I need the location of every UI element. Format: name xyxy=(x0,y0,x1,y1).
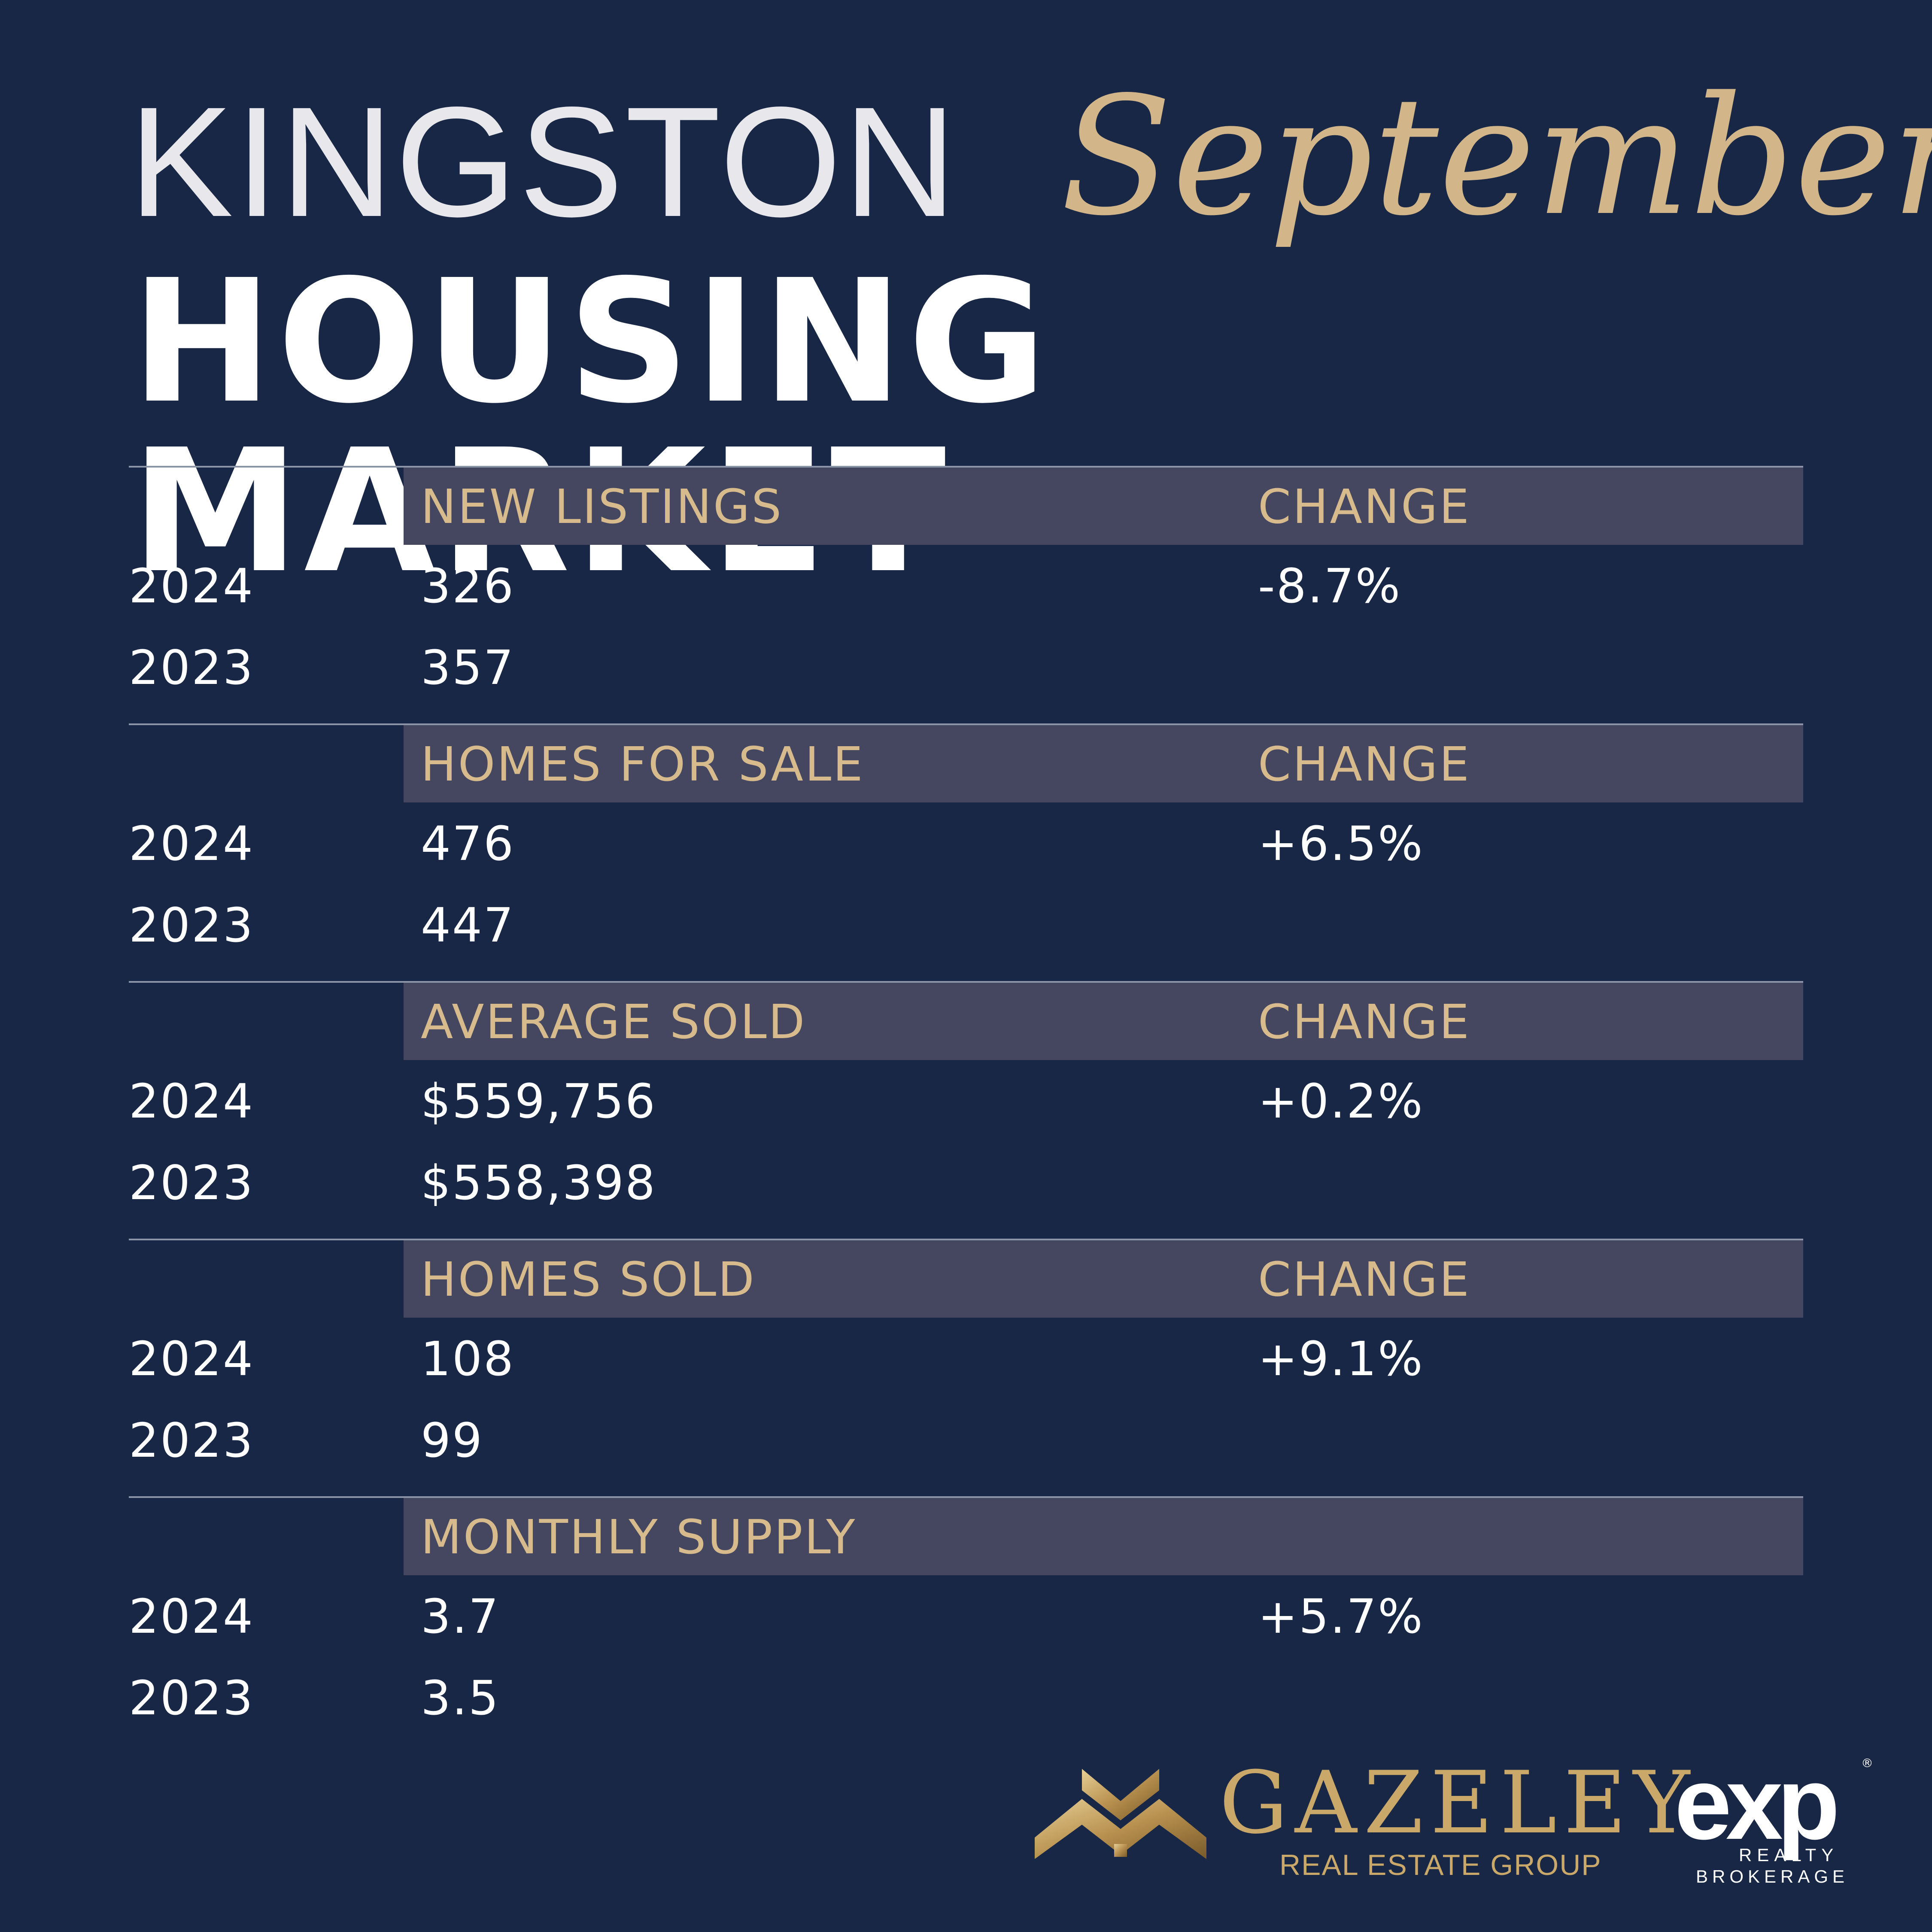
row-value: 326 xyxy=(421,559,515,614)
row-value: 3.7 xyxy=(421,1589,500,1644)
row-change: +0.2% xyxy=(1258,1074,1424,1129)
change-label: CHANGE xyxy=(1258,1252,1471,1307)
section-new-listings: NEW LISTINGS CHANGE 2024 326 -8.7% 2023 … xyxy=(129,466,1803,723)
row-value: $559,756 xyxy=(421,1074,656,1129)
change-label: CHANGE xyxy=(1258,737,1471,792)
row-year: 2024 xyxy=(129,816,254,871)
section-homes-for-sale: HOMES FOR SALE CHANGE 2024 476 +6.5% 202… xyxy=(129,723,1803,981)
gazeley-name: GAZELEY xyxy=(1219,1753,1697,1853)
row-year: 2024 xyxy=(129,1589,254,1644)
change-label: CHANGE xyxy=(1258,994,1471,1049)
row-year: 2023 xyxy=(129,640,254,695)
section-label: HOMES SOLD xyxy=(421,1252,756,1307)
section-header-band xyxy=(404,1240,1803,1318)
row-value: 99 xyxy=(421,1413,483,1468)
row-year: 2023 xyxy=(129,1671,254,1725)
row-year: 2023 xyxy=(129,1413,254,1468)
divider xyxy=(129,723,1803,725)
house-roof-icon xyxy=(1035,1769,1206,1859)
gazeley-logo: GAZELEY REAL ESTATE GROUP xyxy=(1035,1756,1690,1885)
section-label: MONTHLY SUPPLY xyxy=(421,1510,857,1564)
divider xyxy=(129,1239,1803,1240)
row-value: $558,398 xyxy=(421,1155,656,1210)
divider xyxy=(129,466,1803,468)
row-value: 357 xyxy=(421,640,515,695)
month-title: September xyxy=(1060,61,1932,252)
section-header-band xyxy=(404,725,1803,802)
row-value: 447 xyxy=(421,898,515,953)
gazeley-subtitle: REAL ESTATE GROUP xyxy=(1279,1849,1602,1881)
exp-brokerage: BROKERAGE xyxy=(1696,1866,1849,1886)
row-year: 2024 xyxy=(129,1074,254,1129)
row-value: 108 xyxy=(421,1331,515,1386)
exp-realty: REALTY xyxy=(1739,1845,1839,1865)
row-year: 2023 xyxy=(129,898,254,953)
divider xyxy=(129,981,1803,983)
title-line: KINGSTON September xyxy=(129,75,1932,249)
row-year: 2023 xyxy=(129,1155,254,1210)
section-homes-sold: HOMES SOLD CHANGE 2024 108 +9.1% 2023 99 xyxy=(129,1239,1803,1496)
exp-wordmark: exp xyxy=(1674,1746,1840,1861)
section-label: AVERAGE SOLD xyxy=(421,994,807,1049)
divider xyxy=(129,1496,1803,1498)
section-monthly-supply: MONTHLY SUPPLY 2024 3.7 +5.7% 2023 3.5 xyxy=(129,1496,1803,1754)
section-average-sold: AVERAGE SOLD CHANGE 2024 $559,756 +0.2% … xyxy=(129,981,1803,1239)
row-change: -8.7% xyxy=(1258,559,1402,614)
registered-mark: ® xyxy=(1861,1756,1873,1770)
row-year: 2024 xyxy=(129,559,254,614)
row-change: +6.5% xyxy=(1258,816,1424,871)
change-label: CHANGE xyxy=(1258,479,1471,534)
row-value: 3.5 xyxy=(421,1671,500,1725)
section-label: NEW LISTINGS xyxy=(421,479,784,534)
section-header-band xyxy=(404,468,1803,545)
row-change: +5.7% xyxy=(1258,1589,1424,1644)
city-title: KINGSTON xyxy=(129,75,958,249)
row-year: 2024 xyxy=(129,1331,254,1386)
row-change: +9.1% xyxy=(1258,1331,1424,1386)
section-header-band xyxy=(404,1498,1803,1575)
section-label: HOMES FOR SALE xyxy=(421,737,865,792)
row-value: 476 xyxy=(421,816,515,871)
section-header-band xyxy=(404,983,1803,1060)
exp-logo: exp ® REALTY BROKERAGE xyxy=(1674,1746,1880,1886)
